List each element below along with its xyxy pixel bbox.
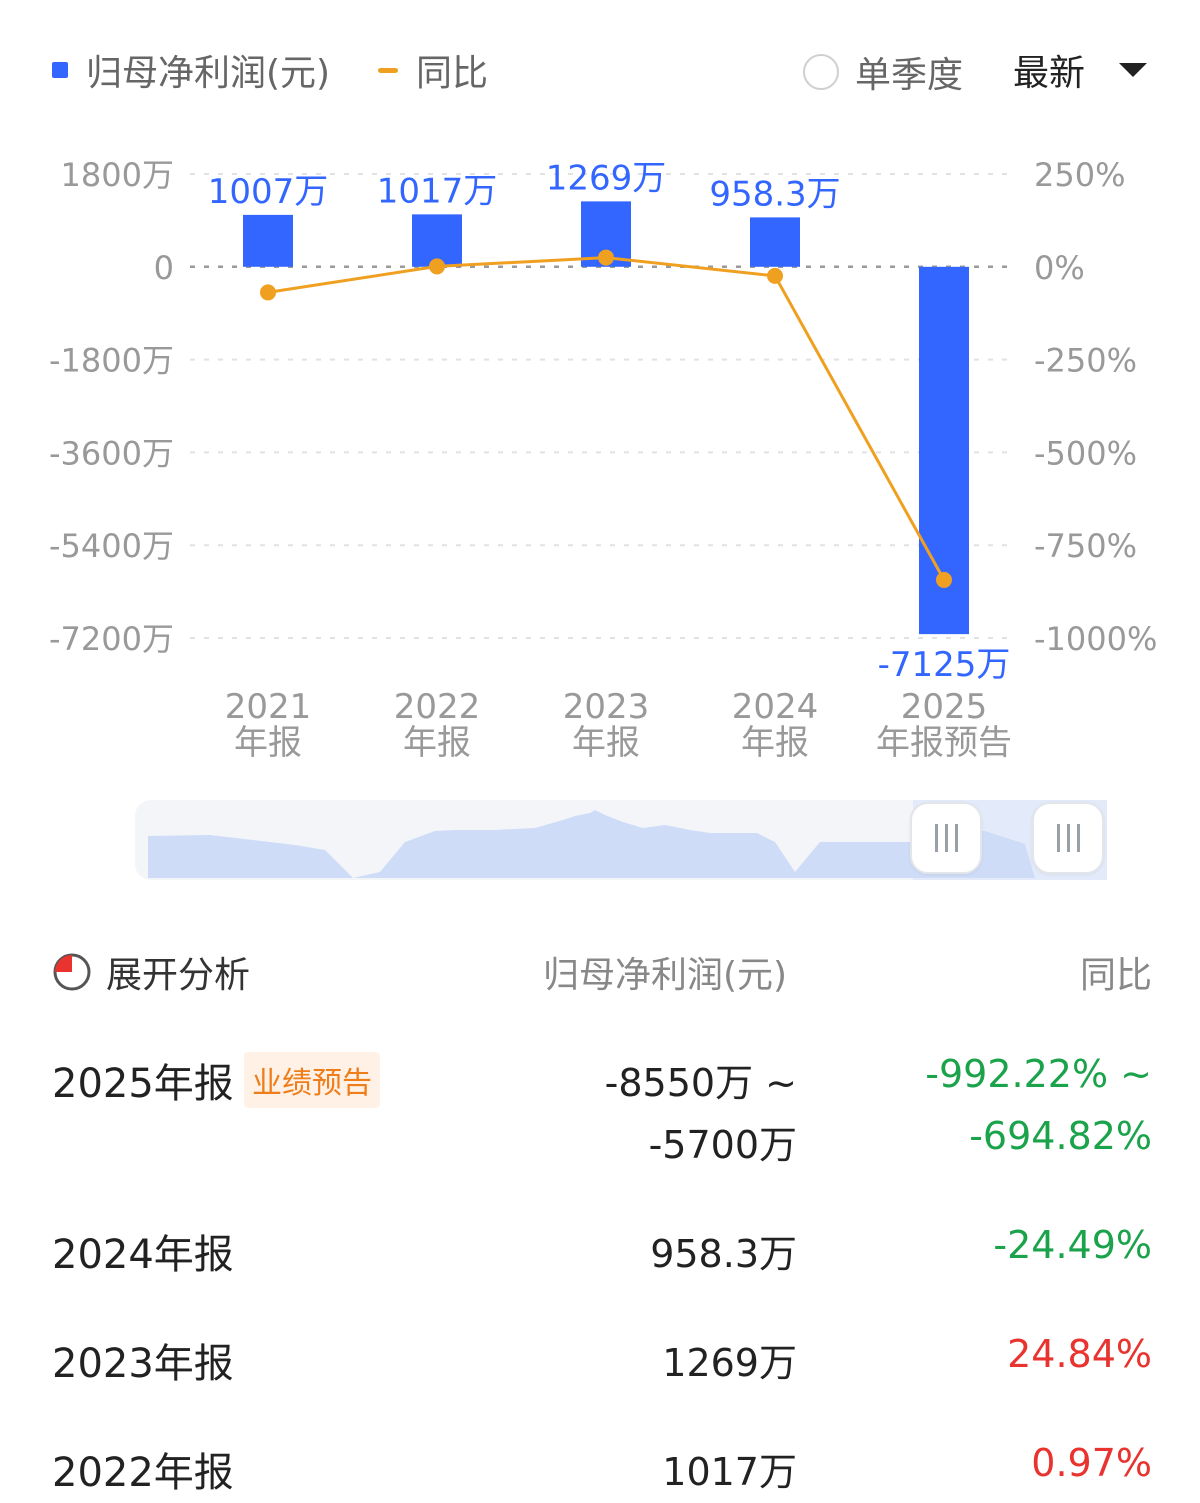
row-value-line2: -5700万 [648, 1123, 797, 1167]
bar-value-label: 958.3万 [709, 174, 840, 214]
x-tick-label: 年报 [572, 723, 640, 763]
x-tick-label: 2024 [732, 687, 819, 727]
row-yoy: 24.84% [1007, 1332, 1152, 1376]
grip-icon [1056, 824, 1080, 852]
right-tick-label: -500% [1034, 434, 1137, 472]
sort-select[interactable]: 最新 [1013, 44, 1148, 96]
legend-bar[interactable]: 归母净利润(元) [52, 44, 330, 96]
column-header-yoy: 同比 [1079, 955, 1152, 996]
sort-select-value: 最新 [1013, 53, 1086, 94]
legend-line[interactable]: 同比 [378, 44, 488, 96]
right-tick-label: 250% [1034, 156, 1125, 194]
expand-analysis-button[interactable]: 展开分析 [52, 946, 250, 998]
left-tick-label: -5400万 [49, 527, 174, 565]
column-header-value: 归母净利润(元) [543, 955, 788, 996]
slider-handle-right[interactable] [1032, 802, 1104, 874]
x-tick-label: 年报预告 [876, 723, 1012, 763]
bar-value-label: 1017万 [377, 171, 498, 211]
x-tick-label: 年报 [741, 723, 809, 763]
left-tick-label: -3600万 [49, 434, 174, 472]
yoy-line-series [260, 249, 952, 588]
right-tick-label: 0% [1034, 249, 1085, 287]
yoy-point [767, 267, 783, 284]
row-period: 2025年报 [52, 1061, 234, 1107]
row-value: 1017万 [662, 1450, 797, 1494]
bar [412, 214, 462, 267]
bar-value-label: 1007万 [208, 172, 329, 212]
yoy-point [936, 571, 952, 588]
yoy-point [598, 249, 614, 266]
profit-chart: 1800万 0 -1800万 -3600万 -5400万 -7200万 250% 0% -250… [49, 156, 1157, 763]
right-tick-label: -1000% [1034, 620, 1157, 658]
quarter-toggle-label: 单季度 [855, 55, 964, 96]
forecast-badge: 业绩预告 [244, 1052, 380, 1108]
row-yoy-line2: -694.82% [969, 1114, 1152, 1158]
pie-chart-icon [53, 953, 91, 991]
left-tick-label: 1800万 [61, 156, 174, 194]
legend-line-swatch [378, 67, 398, 73]
legend-bar-label: 归母净利润(元) [86, 53, 331, 94]
yoy-point [429, 258, 445, 275]
x-tick-label: 2021 [225, 687, 312, 727]
row-value: 958.3万 [650, 1232, 797, 1276]
bar [750, 217, 800, 267]
row-yoy: -24.49% [993, 1223, 1152, 1267]
caret-down-icon[interactable] [1119, 63, 1148, 77]
radio-icon[interactable] [803, 54, 839, 90]
x-tick-label: 年报 [234, 723, 302, 763]
row-value: 1269万 [662, 1341, 797, 1385]
left-tick-label: 0 [154, 249, 174, 287]
row-period: 2024年报 [52, 1232, 234, 1278]
slider-handle-left[interactable] [910, 802, 982, 874]
expand-analysis-label: 展开分析 [106, 955, 251, 996]
right-tick-label: -250% [1034, 342, 1137, 380]
bar-value-label: 1269万 [546, 158, 667, 198]
right-tick-label: -750% [1034, 527, 1137, 565]
x-tick-label: 2023 [563, 687, 650, 727]
row-yoy-line1: -992.22% ~ [925, 1052, 1152, 1096]
bar-series [243, 201, 969, 635]
row-period: 2022年报 [52, 1450, 234, 1496]
row-period: 2023年报 [52, 1341, 234, 1387]
bar-value-label: -7125万 [878, 645, 1011, 685]
x-tick-label: 2025 [901, 687, 988, 727]
x-tick-label: 2022 [394, 687, 481, 727]
quarter-toggle[interactable]: 单季度 [803, 46, 963, 98]
yoy-line [267, 256, 946, 581]
grip-icon [934, 824, 958, 852]
row-yoy: 0.97% [1031, 1441, 1152, 1485]
bar [243, 214, 293, 267]
row-value-line1: -8550万 ~ [604, 1061, 797, 1105]
left-tick-label: -7200万 [49, 620, 174, 658]
slider-preview-area [148, 810, 1035, 878]
yoy-point [260, 284, 276, 301]
chart-grid: 1800万 0 -1800万 -3600万 -5400万 -7200万 250% 0% -250… [49, 156, 1157, 658]
left-tick-label: -1800万 [49, 342, 174, 380]
legend-line-label: 同比 [416, 53, 489, 94]
x-tick-label: 年报 [403, 723, 471, 763]
legend-bar-swatch [52, 62, 68, 78]
